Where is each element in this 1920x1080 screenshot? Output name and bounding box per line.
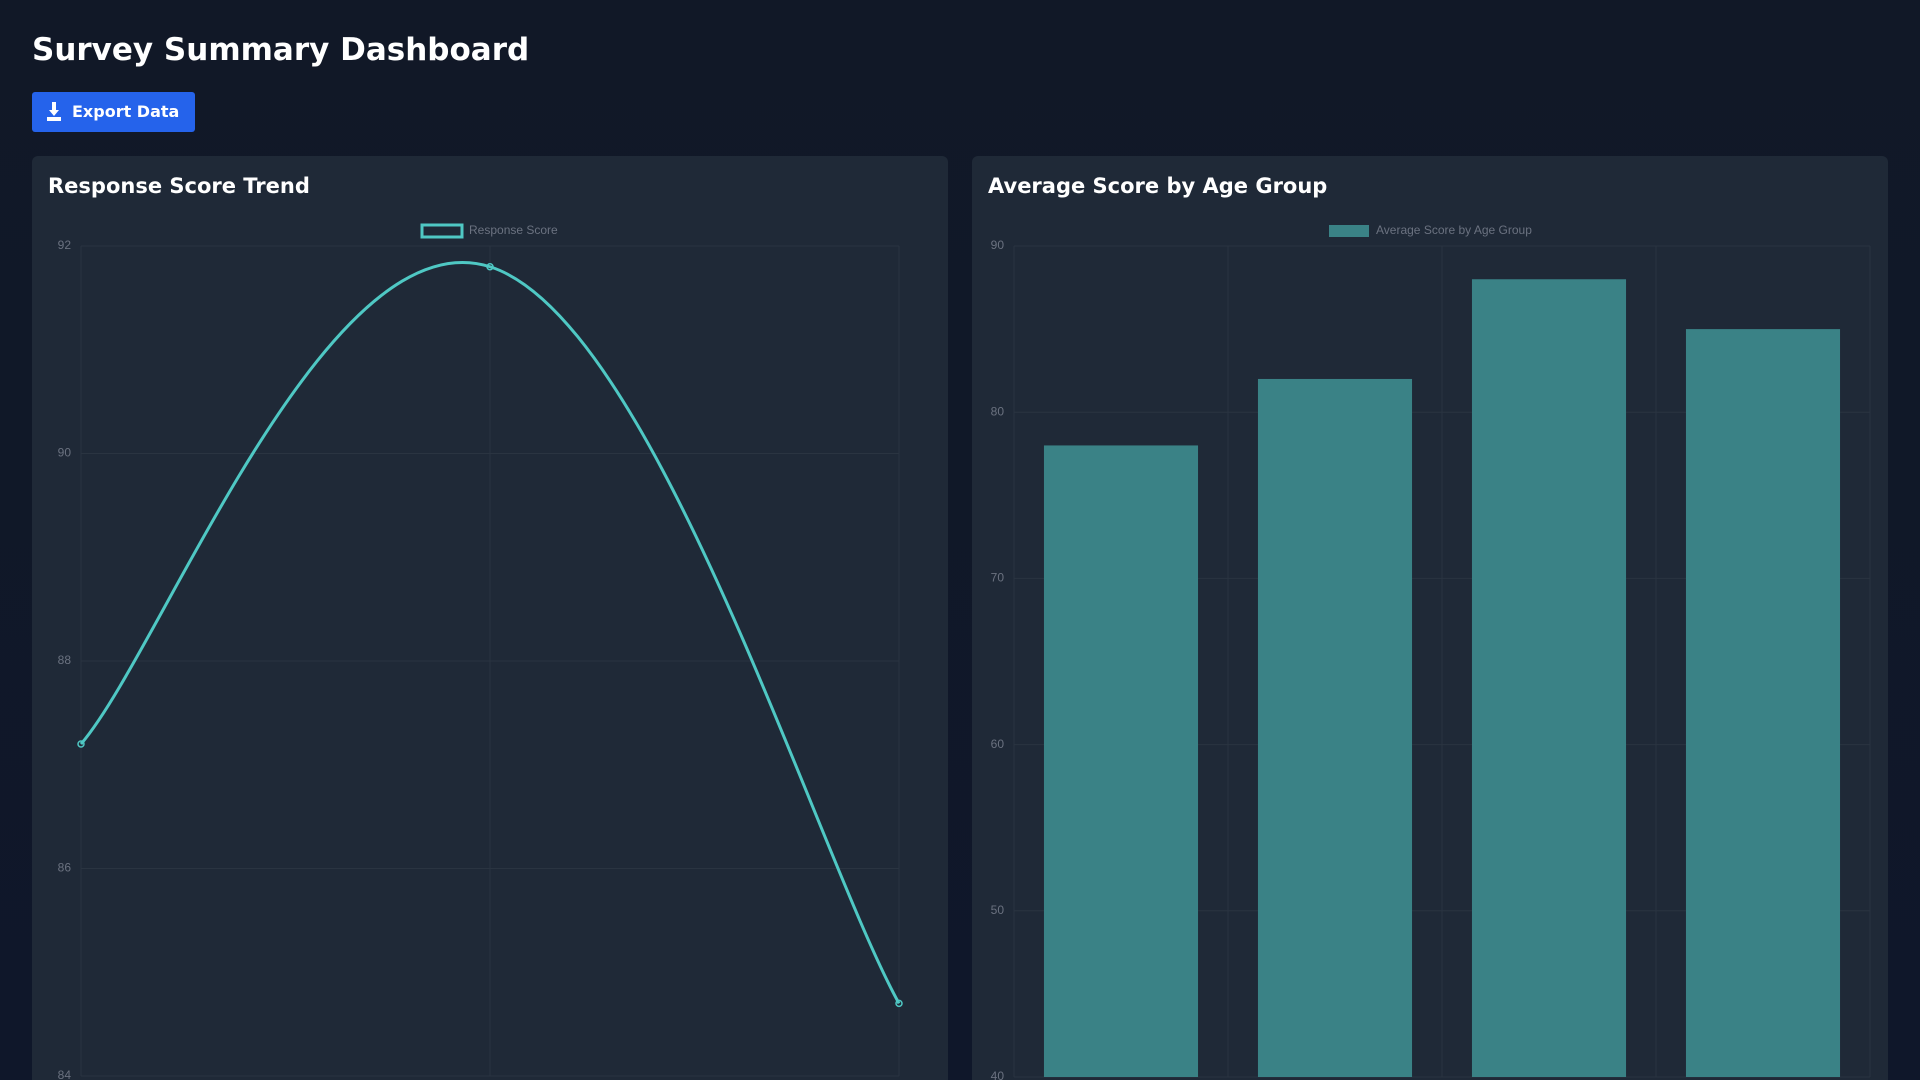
line [79, 261, 901, 1005]
y-tick-label: 88 [58, 653, 72, 667]
legend-label: Average Score by Age Group [1376, 223, 1532, 237]
card [972, 156, 1888, 1080]
legend-label: Response Score [469, 223, 558, 237]
y-tick-label: 84 [58, 1068, 72, 1080]
y-tick-label: 70 [991, 571, 1005, 585]
y-tick-label: 90 [58, 446, 72, 460]
bar [1257, 378, 1413, 1078]
point [77, 740, 85, 748]
bar [1043, 445, 1199, 1077]
page-title: Survey Summary Dashboard [32, 32, 529, 68]
bar [1685, 329, 1841, 1078]
legend-swatch [420, 223, 464, 239]
download-icon[interactable] [47, 102, 61, 121]
card-title: Response Score Trend [48, 174, 310, 198]
legend-swatch [1329, 225, 1369, 237]
button-background[interactable] [32, 92, 195, 132]
card-title: Average Score by Age Group [988, 174, 1327, 198]
point [895, 999, 903, 1008]
y-tick-label: 80 [991, 404, 1005, 418]
export-button[interactable]: Export Data [32, 92, 195, 132]
y-tick-label: 50 [991, 903, 1005, 917]
y-tick-label: 40 [991, 1069, 1005, 1080]
y-tick-label: 90 [991, 238, 1005, 252]
button-label[interactable]: Export Data [72, 102, 179, 121]
bar [1471, 279, 1627, 1077]
y-tick-label: 86 [58, 861, 72, 875]
y-tick-label: 92 [58, 238, 72, 252]
y-tick-label: 60 [991, 737, 1005, 751]
point [486, 263, 494, 271]
